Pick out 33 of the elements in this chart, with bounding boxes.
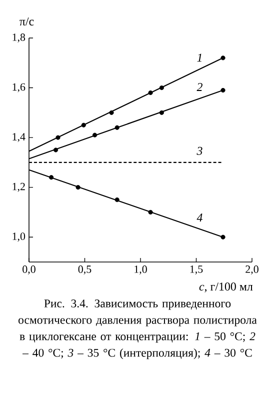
point [56, 135, 60, 140]
y-tick-label: 1,2 [12, 182, 25, 192]
point [159, 110, 164, 115]
y-tick-label: 1,6 [12, 83, 26, 92]
point [159, 85, 164, 90]
series-label: 1 [197, 54, 202, 62]
x-tick-label: 1,0 [134, 266, 147, 274]
point [148, 210, 153, 215]
series-label: 2 [196, 83, 202, 91]
y-tick-label: 1,8 [12, 34, 26, 42]
point [92, 132, 98, 138]
x-tick-label: 0,5 [78, 266, 92, 274]
series-label: 4 [196, 214, 202, 222]
text: Рис. 3.4. Зависимость приведенного осмотического давления раствора полистирола в циклогексане от концентрации: 1 – 50 °C; 2 – 40 °C; 3 – 35 °C (интерполяция); 4 – 30 °C [18, 300, 257, 360]
x-tick-label: 0,0 [22, 266, 36, 274]
point [114, 125, 120, 130]
point [76, 185, 80, 190]
point [53, 148, 58, 152]
point [220, 88, 226, 93]
point [148, 90, 153, 96]
point [220, 56, 226, 60]
series-label: 3 [196, 146, 202, 155]
x-tick-label: 2,0 [246, 266, 258, 274]
point [220, 234, 226, 240]
point [114, 197, 120, 202]
x-axis-title: c, г/100 мл [199, 282, 253, 292]
y-tick-label: 1,0 [12, 232, 26, 242]
point [49, 175, 54, 180]
point [109, 110, 114, 115]
y-axis-title: π/c [20, 17, 34, 26]
point [81, 122, 86, 128]
x-tick-label: 1,5 [190, 266, 203, 274]
y-tick-label: 1,4 [12, 133, 26, 142]
